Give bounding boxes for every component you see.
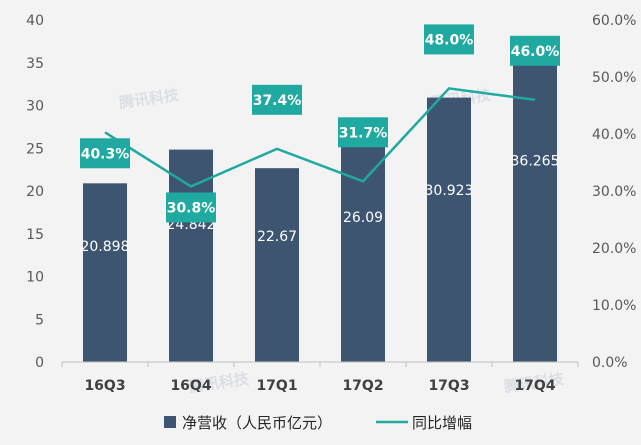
- line-label-box: [252, 84, 302, 115]
- line-value-label: 46.0%: [511, 44, 560, 60]
- line-label-box: [424, 24, 474, 55]
- y-left-tick-label: 20: [26, 184, 44, 200]
- y-left-tick-label: 10: [26, 270, 44, 286]
- line-value-label: 30.8%: [167, 200, 216, 216]
- bar: [83, 183, 127, 362]
- y-left-tick-label: 40: [26, 13, 44, 29]
- y-right-tick-label: 10.0%: [592, 298, 636, 314]
- watermark-text: 腾讯科技: [117, 86, 181, 112]
- x-tick-label: 17Q2: [342, 378, 383, 394]
- line-label-box: [166, 192, 216, 223]
- bar-value-label: 22.67: [257, 229, 297, 245]
- bar-value-label: 20.898: [81, 239, 130, 255]
- line-value-label: 48.0%: [425, 32, 474, 48]
- y-left-tick-label: 25: [26, 141, 44, 157]
- line-label-box: [510, 35, 560, 66]
- x-tick-label: 17Q1: [256, 378, 297, 394]
- bar: [255, 168, 299, 362]
- y-right-tick-label: 40.0%: [592, 127, 636, 143]
- legend-bar-label: 净营收（人民币亿元）: [182, 414, 332, 432]
- x-tick-label: 17Q3: [428, 378, 469, 394]
- bar: [341, 138, 385, 362]
- growth-line: [104, 87, 536, 188]
- bar: [513, 51, 557, 362]
- x-tick-label: 16Q4: [170, 378, 211, 394]
- y-right-tick-label: 20.0%: [592, 241, 636, 257]
- y-left-tick-label: 0: [35, 355, 44, 371]
- x-tick-label: 17Q4: [514, 378, 555, 394]
- y-left-tick-label: 15: [26, 227, 44, 243]
- line-value-label: 31.7%: [339, 125, 388, 141]
- legend-line-label: 同比增幅: [412, 414, 472, 432]
- x-tick-label: 16Q3: [84, 378, 125, 394]
- line-label-box: [338, 117, 388, 148]
- y-right-tick-label: 60.0%: [592, 13, 636, 29]
- line-value-label: 37.4%: [253, 93, 302, 109]
- y-right-tick-label: 30.0%: [592, 184, 636, 200]
- legend-bar-swatch: [164, 416, 176, 428]
- y-left-tick-label: 5: [35, 312, 44, 328]
- bar-value-label: 26.09: [343, 210, 383, 226]
- bar: [169, 149, 213, 362]
- y-right-tick-label: 50.0%: [592, 70, 636, 86]
- y-left-tick-label: 35: [26, 56, 44, 72]
- line-value-label: 40.3%: [81, 146, 130, 162]
- bar-value-label: 30.923: [425, 183, 474, 199]
- bar-value-label: 36.265: [511, 153, 560, 169]
- y-right-tick-label: 0.0%: [592, 355, 628, 371]
- bar: [427, 97, 471, 363]
- line-label-box: [80, 138, 130, 169]
- y-left-tick-label: 30: [26, 99, 44, 115]
